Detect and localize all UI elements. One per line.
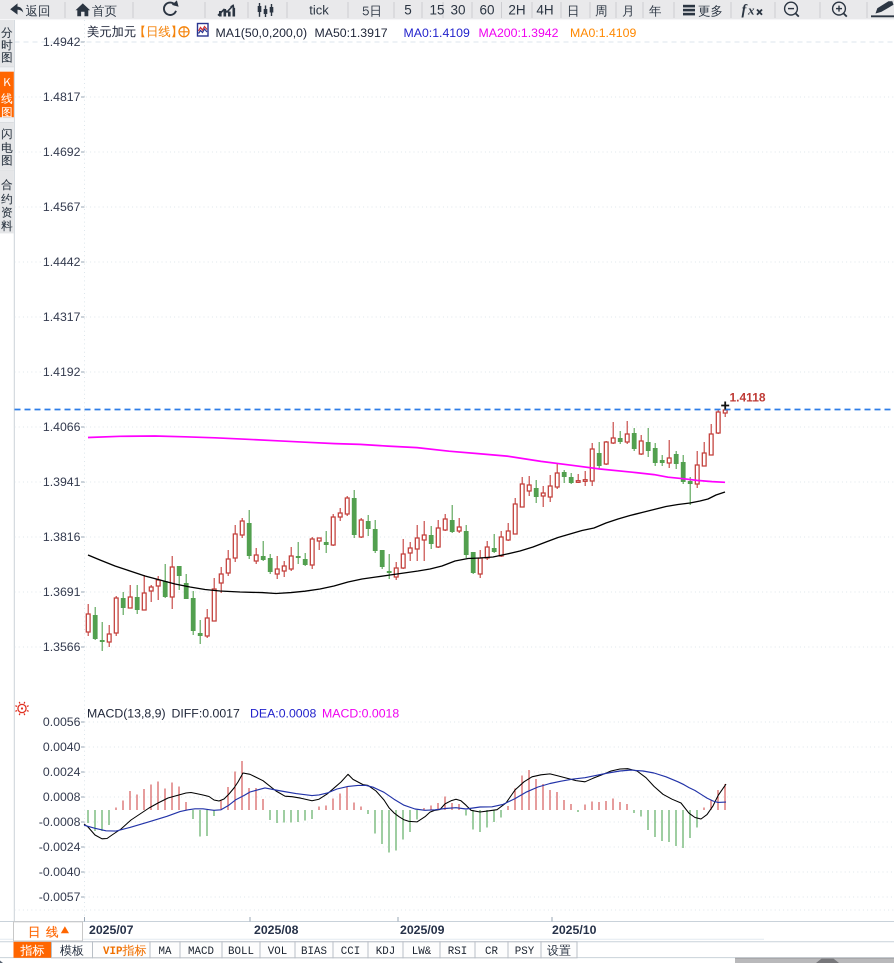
svg-text:0.0040: 0.0040 <box>43 740 81 754</box>
svg-text:2025/08: 2025/08 <box>254 923 299 937</box>
svg-text:-0.0057: -0.0057 <box>39 890 81 904</box>
svg-text:BIAS: BIAS <box>301 946 327 958</box>
svg-text:15: 15 <box>429 3 444 18</box>
svg-text:MA1(50,0,200,0): MA1(50,0,200,0) <box>216 26 308 40</box>
svg-text:MA0:1.4109: MA0:1.4109 <box>570 26 636 40</box>
svg-text:1.3941: 1.3941 <box>43 475 81 489</box>
svg-text:1.3691: 1.3691 <box>43 585 81 599</box>
svg-text:f: f <box>742 2 749 18</box>
svg-text:0.0024: 0.0024 <box>43 765 81 779</box>
svg-text:2H: 2H <box>508 3 525 18</box>
svg-text:2025/07: 2025/07 <box>89 923 134 937</box>
svg-text:2025/09: 2025/09 <box>400 923 445 937</box>
svg-text:30: 30 <box>450 3 465 18</box>
svg-text:1.4817: 1.4817 <box>43 90 81 104</box>
svg-text:RSI: RSI <box>448 946 467 958</box>
svg-text:1.4567: 1.4567 <box>43 200 81 214</box>
svg-text:LW&: LW& <box>412 946 432 958</box>
svg-text:1.4192: 1.4192 <box>43 365 81 379</box>
svg-text:BOLL: BOLL <box>228 946 254 958</box>
svg-text:x: x <box>747 2 755 17</box>
svg-text:tick: tick <box>309 3 329 18</box>
svg-text:-0.0008: -0.0008 <box>39 815 81 829</box>
svg-text:MA200:1.3942: MA200:1.3942 <box>479 26 559 40</box>
svg-text:0.0008: 0.0008 <box>43 790 81 804</box>
svg-text:DEA:0.0008: DEA:0.0008 <box>250 707 316 721</box>
svg-text:CCI: CCI <box>341 946 360 958</box>
svg-text:1.4066: 1.4066 <box>43 420 81 434</box>
svg-text:MA: MA <box>159 946 172 958</box>
svg-text:CR: CR <box>485 946 498 958</box>
svg-text:1.4692: 1.4692 <box>43 145 81 159</box>
svg-text:-0.0024: -0.0024 <box>39 840 81 854</box>
svg-text:5: 5 <box>404 3 412 18</box>
svg-text:MACD: MACD <box>188 946 214 958</box>
svg-text:PSY: PSY <box>515 946 535 958</box>
svg-text:0.0056: 0.0056 <box>43 715 81 729</box>
svg-text:MA50:1.3917: MA50:1.3917 <box>315 26 388 40</box>
svg-text:1.4317: 1.4317 <box>43 310 81 324</box>
svg-text:1.4942: 1.4942 <box>43 35 81 49</box>
svg-text:1.4118: 1.4118 <box>730 391 766 405</box>
svg-text:4H: 4H <box>536 3 553 18</box>
svg-text:1.3566: 1.3566 <box>43 640 81 654</box>
svg-text:2025/10: 2025/10 <box>552 923 597 937</box>
svg-text:MACD:0.0018: MACD:0.0018 <box>322 707 399 721</box>
svg-text:1.4442: 1.4442 <box>43 255 81 269</box>
svg-text:MACD(13,8,9): MACD(13,8,9) <box>87 707 166 721</box>
svg-text:-0.0040: -0.0040 <box>39 865 81 879</box>
svg-text:MA0:1.4109: MA0:1.4109 <box>404 26 470 40</box>
svg-text:VOL: VOL <box>268 946 287 958</box>
svg-text:VIP: VIP <box>103 946 123 958</box>
svg-text:60: 60 <box>479 3 494 18</box>
svg-text:1.3816: 1.3816 <box>43 530 81 544</box>
svg-text:KDJ: KDJ <box>376 946 395 958</box>
svg-text:DIFF:0.0017: DIFF:0.0017 <box>172 707 241 721</box>
